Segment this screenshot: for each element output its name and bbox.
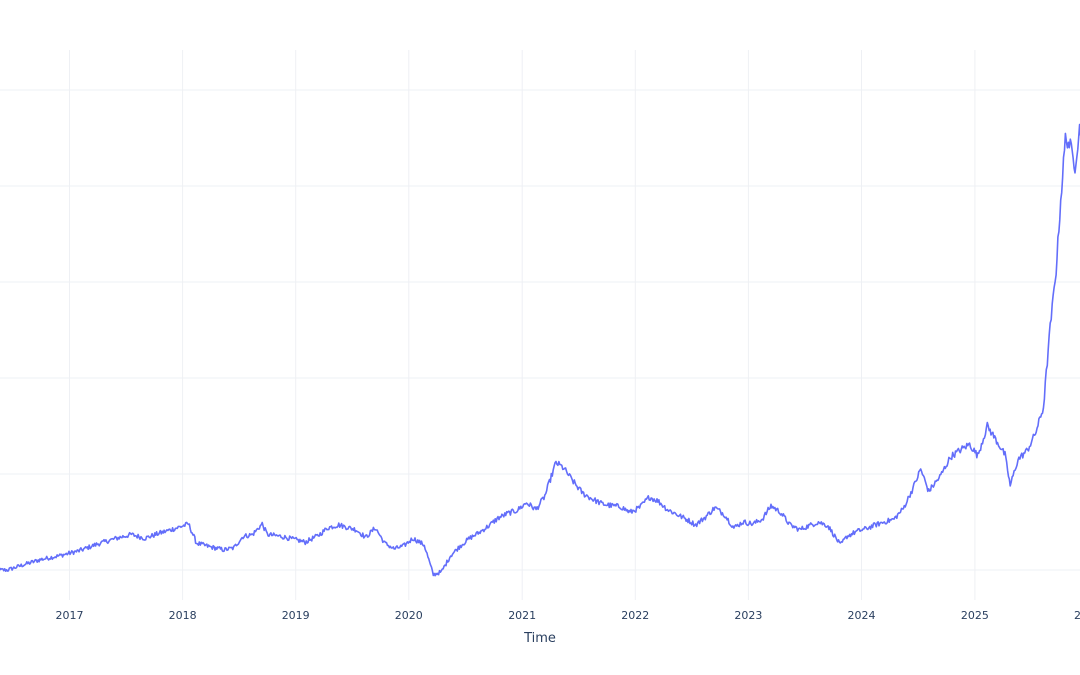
grid-layer — [0, 50, 1080, 600]
x-tick-label-2025: 2025 — [961, 609, 989, 622]
x-tick-label-2021: 2021 — [508, 609, 536, 622]
x-tick-label-2019: 2019 — [282, 609, 310, 622]
x-tick-label-2020: 2020 — [395, 609, 423, 622]
x-tick-label-2018: 2018 — [169, 609, 197, 622]
x-tick-label-2024: 2024 — [847, 609, 875, 622]
series-line-0 — [0, 123, 1080, 577]
series-layer — [0, 123, 1080, 577]
x-tick-label-2023: 2023 — [734, 609, 762, 622]
x-tick-label-2026: 2026 — [1074, 609, 1080, 622]
x-axis-title: Time — [523, 631, 556, 646]
x-tick-label-2022: 2022 — [621, 609, 649, 622]
x-tick-labels: 2017 2018 2019 2020 2021 2022 2023 2024 2025 2026 — [56, 609, 1080, 622]
x-tick-label-2017: 2017 — [56, 609, 84, 622]
